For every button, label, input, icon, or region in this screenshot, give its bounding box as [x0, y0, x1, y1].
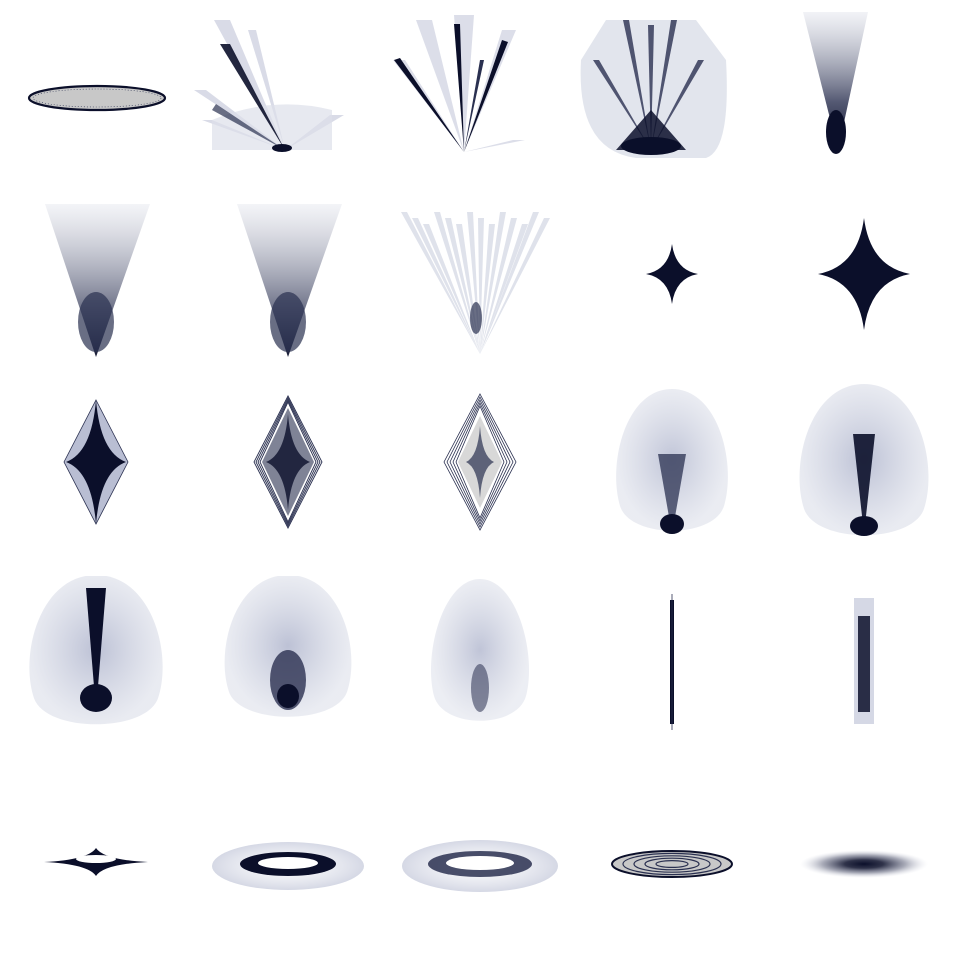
streak-cone-icon [401, 212, 550, 354]
glyph-cell [192, 0, 384, 192]
filled-ellipse-icon [27, 84, 167, 112]
spiked-egg-icon [29, 576, 163, 725]
star-halo-icon [44, 848, 148, 876]
glyph-cell [768, 576, 960, 768]
thin-line-icon [670, 594, 674, 730]
glyph-cell [192, 576, 384, 768]
glyph-cell [0, 768, 192, 960]
glyph-cell [0, 0, 192, 192]
small-star-icon [646, 244, 698, 304]
dark-diamond-icon [63, 399, 129, 525]
wider-halo-icon [402, 840, 558, 892]
large-egg-icon [799, 384, 929, 536]
glyph-cell [0, 192, 192, 384]
wide-halo-icon [212, 842, 364, 890]
blurred-ellipse-icon [800, 850, 928, 878]
narrow-cone-icon [803, 12, 868, 154]
glyph-cell [768, 768, 960, 960]
glyph-cell [192, 768, 384, 960]
light-diamond-icon [443, 393, 517, 531]
glyph-cell [576, 0, 768, 192]
glyph-cell [0, 576, 192, 768]
thick-line-icon [854, 598, 874, 724]
soft-cone-icon [45, 204, 150, 357]
glyph-cell [768, 0, 960, 192]
glyph-cell [576, 768, 768, 960]
glyph-cell [768, 384, 960, 576]
glyph-cell [576, 192, 768, 384]
glyph-cell [192, 384, 384, 576]
mesh-diamond-icon [253, 395, 323, 529]
glyph-cell [192, 192, 384, 384]
soft-cone-icon [237, 204, 342, 357]
glyph-cell [576, 576, 768, 768]
faint-egg-icon [430, 579, 530, 721]
wide-fan-icon [580, 20, 727, 158]
ring-ellipse-icon [611, 850, 733, 878]
spread-fan-icon [393, 15, 525, 152]
glyph-cell [576, 384, 768, 576]
small-egg-icon [616, 389, 728, 534]
glyph-cell [384, 576, 576, 768]
glyph-cell [384, 384, 576, 576]
blob-egg-icon [224, 576, 352, 717]
large-star-icon [818, 218, 910, 330]
glyph-cell [384, 768, 576, 960]
glyph-cell [384, 192, 576, 384]
glyph-cell [768, 192, 960, 384]
leaning-fan-icon [194, 20, 344, 152]
glyph-cell [384, 0, 576, 192]
glyph-cell [0, 384, 192, 576]
